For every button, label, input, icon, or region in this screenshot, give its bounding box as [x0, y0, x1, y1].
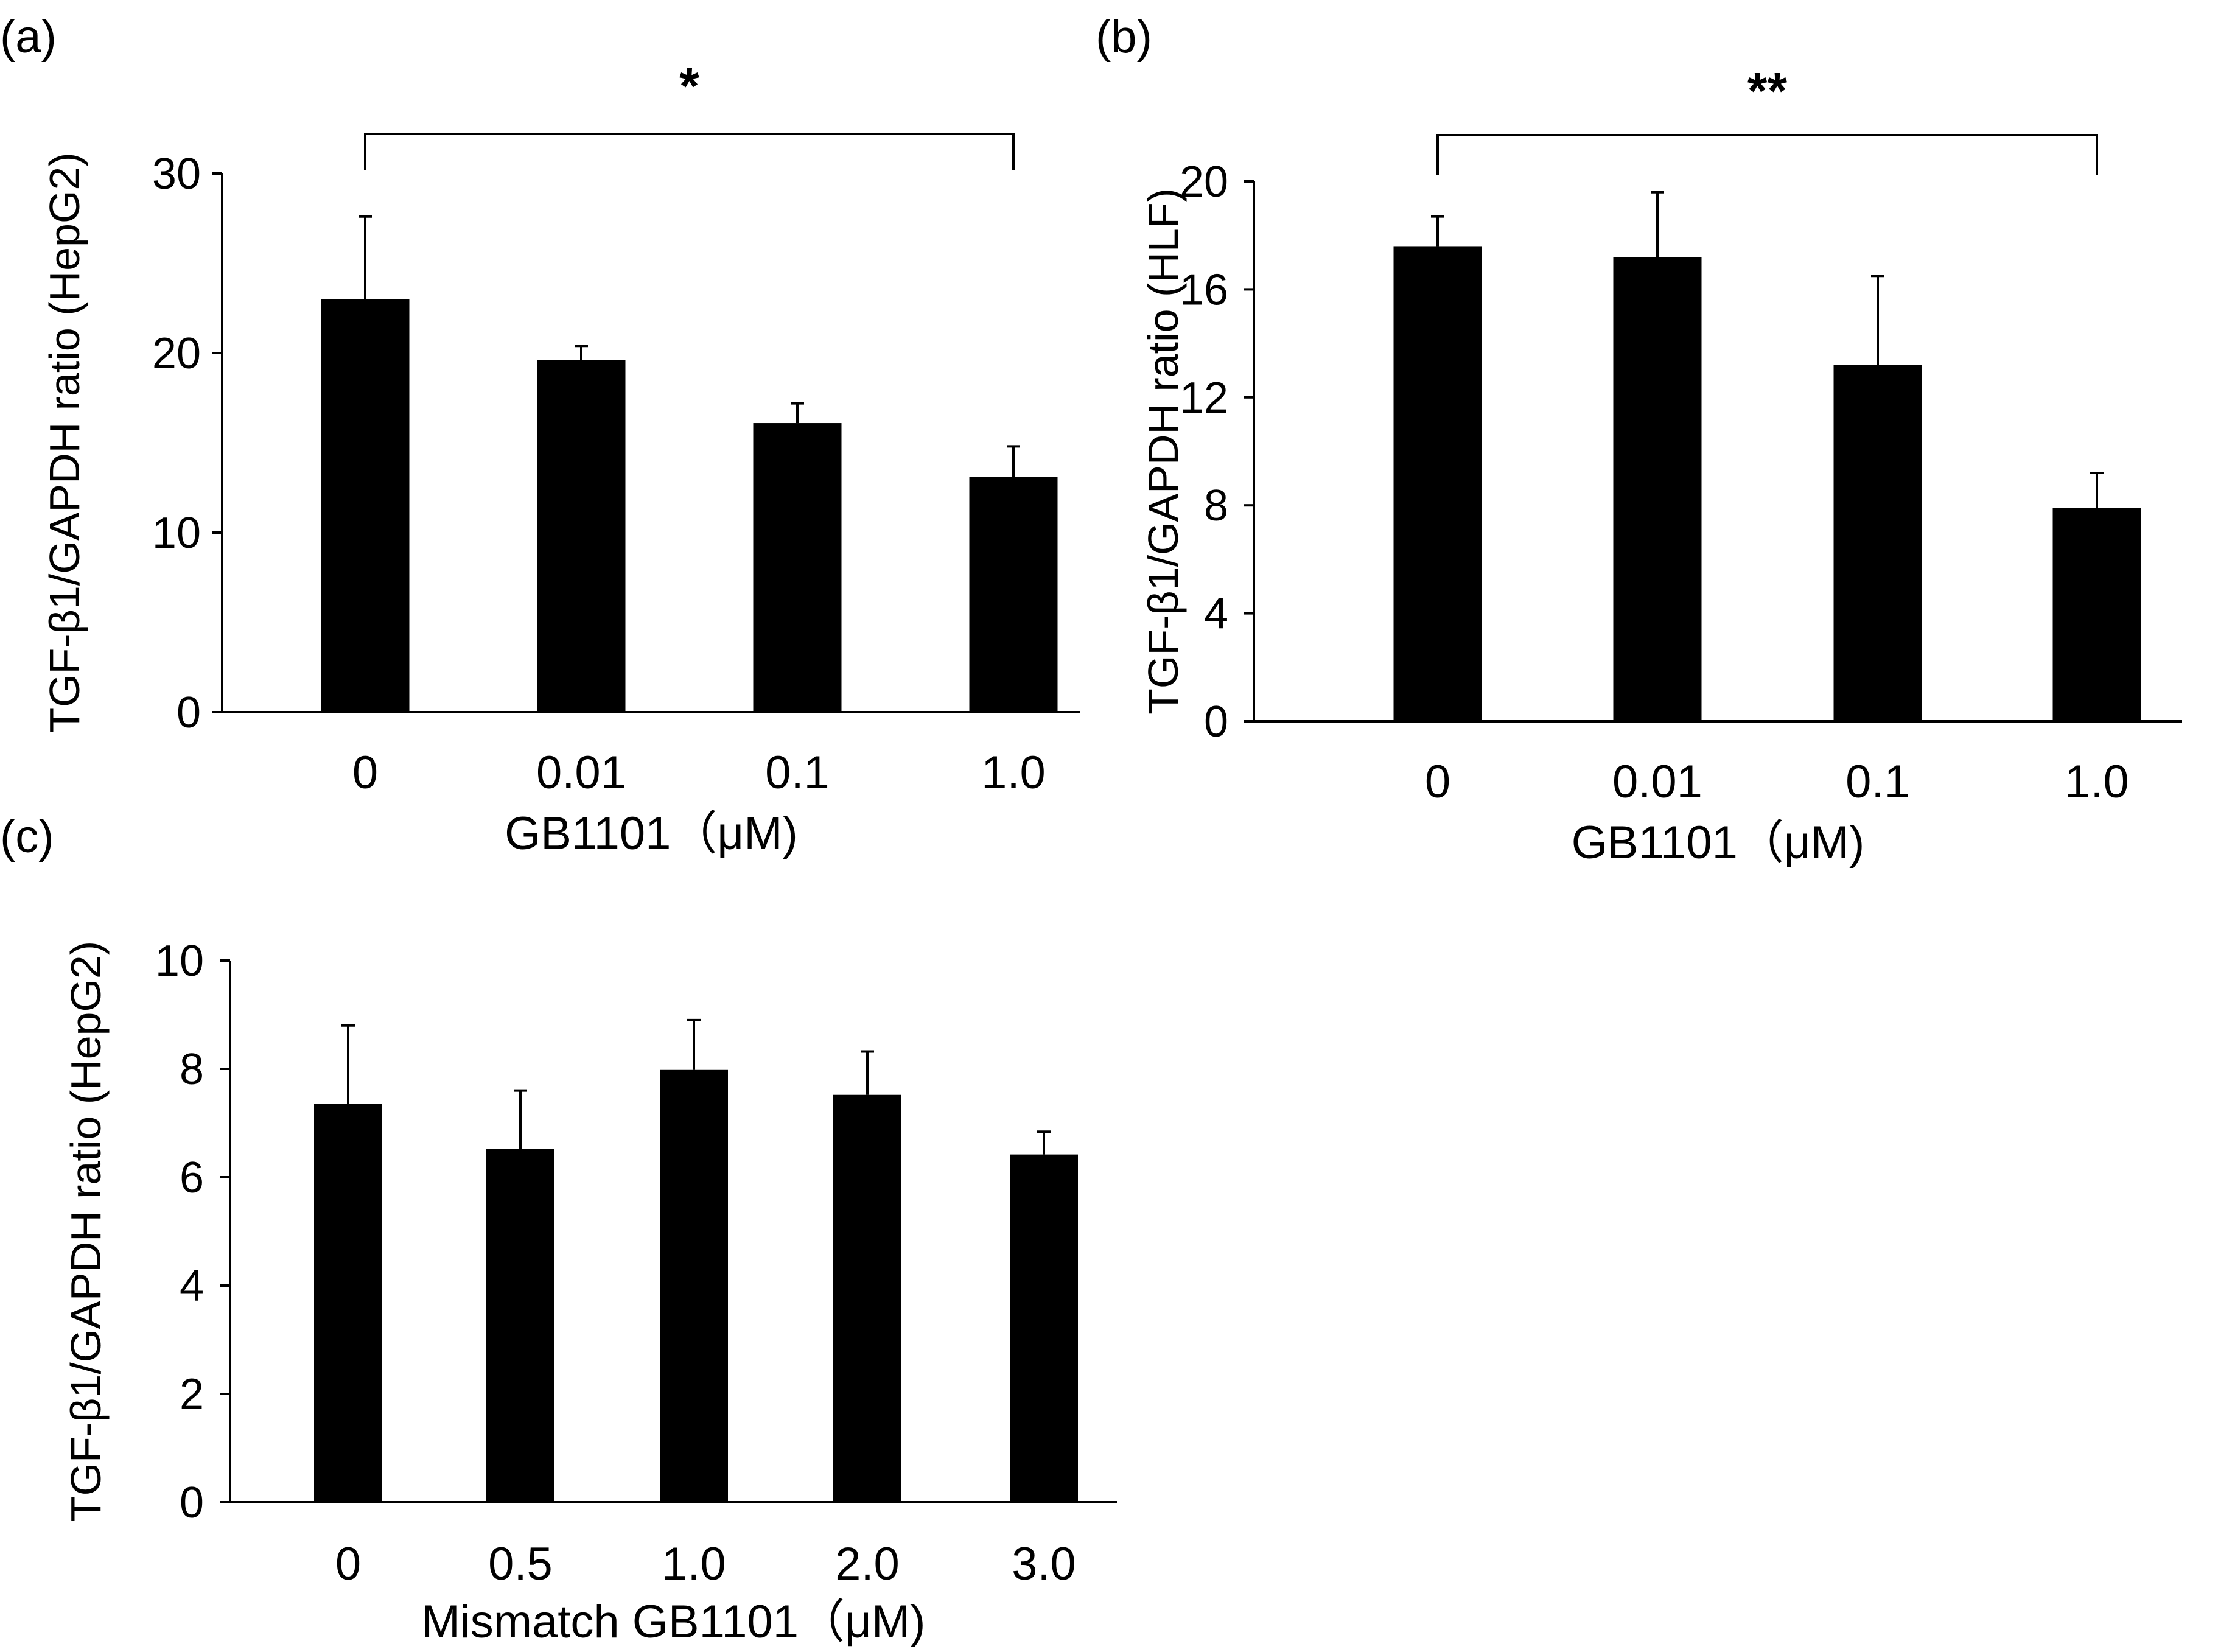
- bar: [1613, 257, 1702, 721]
- x-tick-label: 0: [1425, 756, 1450, 808]
- y-tick-label: 4: [1204, 590, 1228, 639]
- x-axis-title: GB1101（μM): [1572, 817, 1865, 869]
- x-tick-label: 0.1: [765, 747, 830, 799]
- bar: [2052, 508, 2141, 721]
- panel-c: (c) 0 2 4 6 8 10 0 0.5 1.0 2.0 3.0 Mismatch GB1101（…: [0, 811, 1117, 1648]
- bar: [833, 1094, 901, 1502]
- bar: [486, 1149, 554, 1502]
- x-axis-title: GB1101（μM): [505, 808, 798, 859]
- panel-c-label: (c): [0, 811, 54, 863]
- x-tick-label: 0: [335, 1538, 361, 1590]
- x-tick-label: 0.1: [1845, 756, 1910, 808]
- x-tick-label: 0.5: [488, 1538, 553, 1590]
- bar: [1393, 246, 1482, 721]
- y-tick-label: 12: [1180, 374, 1228, 422]
- bar: [1833, 365, 1922, 721]
- x-axis-title: Mismatch GB1101（μM): [422, 1596, 926, 1648]
- x-tick-label: 3.0: [1012, 1538, 1076, 1590]
- panel-a: (a) 0 10 20 30 0 0.01 0.1 1.0 GB1101（μM) TGF-β1/G…: [0, 11, 1080, 859]
- panel-b: (b) 0 4 8 12 16 20 0 0.01 0.1 1.0 GB1101（μM) TGF-β1…: [1096, 11, 2182, 869]
- y-axis-title: TGF-β1/GAPDH ratio (HLF): [1139, 188, 1187, 715]
- y-tick-label: 16: [1180, 265, 1228, 314]
- panel-a-label: (a): [0, 11, 57, 63]
- y-tick-label: 8: [1204, 481, 1228, 530]
- bar: [321, 299, 410, 712]
- chart-c: 0 2 4 6 8 10 0 0.5 1.0 2.0 3.0 Mismatch GB1101（μM) T…: [62, 937, 1117, 1648]
- y-tick-label: 8: [180, 1045, 204, 1094]
- bar: [660, 1069, 728, 1502]
- y-tick-label: 20: [1180, 158, 1228, 206]
- y-tick-label: 10: [155, 937, 204, 985]
- bar: [314, 1104, 382, 1502]
- significance-bracket: [364, 133, 1015, 170]
- x-tick-label: 0.01: [536, 747, 626, 799]
- significance-label: *: [679, 57, 699, 114]
- x-tick-label: 1.0: [2065, 756, 2129, 808]
- x-tick-label: 0.01: [1612, 756, 1702, 808]
- bar: [1010, 1154, 1078, 1502]
- x-tick-label: 1.0: [981, 747, 1046, 799]
- y-tick-label: 2: [180, 1370, 204, 1419]
- x-tick-label: 0: [352, 747, 378, 799]
- y-tick-label: 30: [152, 150, 201, 198]
- y-tick-label: 6: [180, 1153, 204, 1202]
- y-tick-label: 0: [180, 1479, 204, 1527]
- y-tick-label: 4: [180, 1262, 204, 1311]
- x-tick-label: 2.0: [835, 1538, 900, 1590]
- chart-a: 0 10 20 30 0 0.01 0.1 1.0 GB1101（μM) TGF-β1/GAPDH…: [41, 57, 1080, 859]
- significance-bracket: [1436, 134, 2098, 175]
- y-axis-title: TGF-β1/GAPDH ratio (HepG2): [62, 941, 110, 1522]
- y-tick-label: 0: [1204, 698, 1228, 746]
- y-tick-label: 20: [152, 329, 201, 378]
- bar: [537, 360, 626, 712]
- x-tick-label: 1.0: [662, 1538, 726, 1590]
- bar: [753, 423, 842, 712]
- bar: [969, 477, 1058, 712]
- y-tick-label: 10: [152, 509, 201, 558]
- y-axis-title: TGF-β1/GAPDH ratio (HepG2): [41, 152, 88, 733]
- panel-b-label: (b): [1096, 11, 1152, 63]
- chart-b: 0 4 8 12 16 20 0 0.01 0.1 1.0 GB1101（μM) TGF-β1/GAP…: [1139, 62, 2182, 869]
- significance-label: **: [1747, 62, 1788, 119]
- y-tick-label: 0: [177, 688, 201, 737]
